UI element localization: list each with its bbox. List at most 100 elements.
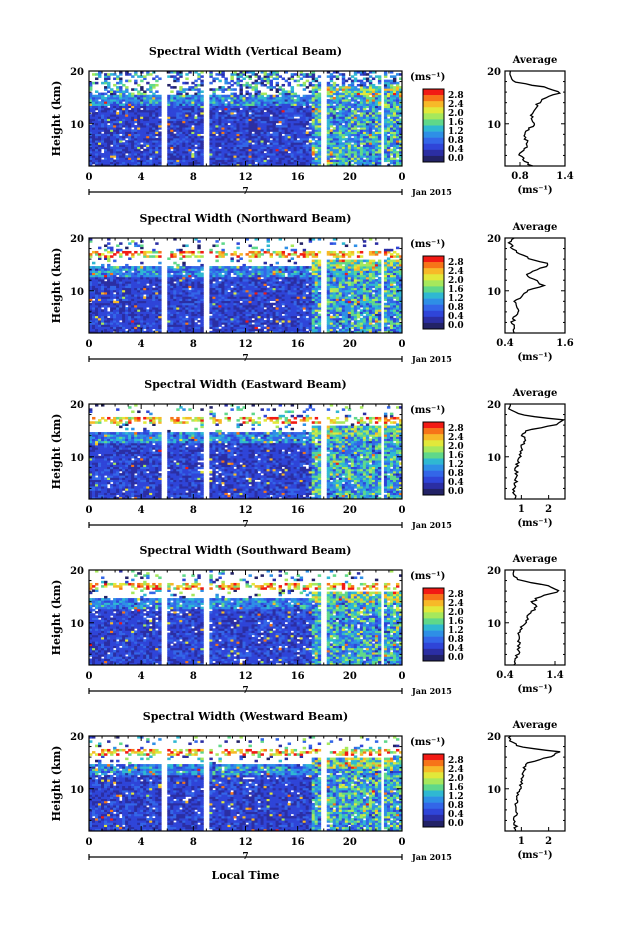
colorbar-tick: 1.6 (448, 118, 464, 128)
y-tick-label: 10 (70, 120, 84, 131)
x-tick-label: 12 (239, 505, 253, 516)
x-tick-label: 0 (86, 172, 93, 183)
colorbar: (ms⁻¹)2.82.42.01.61.20.80.40.0 (410, 737, 464, 829)
average-line (512, 570, 560, 666)
colorbar-swatch (423, 790, 444, 797)
colorbar-tick: 1.6 (448, 783, 464, 793)
colorbar-tick: 1.2 (448, 460, 464, 470)
x-tick-label: 12 (239, 837, 253, 848)
colorbar-swatch (423, 778, 444, 785)
average-profile: Average 20 10 0.8 1.4 (ms⁻¹) (487, 55, 574, 196)
colorbar-tick: 2.4 (448, 765, 464, 775)
average-profile: Average 20 10 1 2 (ms⁻¹) (487, 388, 566, 529)
colorbar-tick: 1.2 (448, 626, 464, 636)
colorbar-swatch (423, 796, 444, 803)
avg-x-tick: 1.4 (546, 670, 563, 681)
colorbar-tick: 0.8 (448, 635, 464, 645)
panel-title: Spectral Width (Northward Beam) (140, 212, 352, 225)
x-tick-label: 16 (291, 339, 305, 350)
colorbar-swatch (423, 648, 444, 656)
colorbar-swatch (423, 101, 444, 108)
colorbar-swatch (423, 137, 444, 145)
y-tick-label: 20 (70, 67, 84, 78)
colorbar-swatch (423, 766, 444, 773)
average-profile: Average 20 10 1 2 (ms⁻¹) (487, 720, 566, 861)
x-tick-label: 16 (291, 837, 305, 848)
avg-x-label: (ms⁻¹) (517, 850, 552, 861)
colorbar-tick: 2.0 (448, 442, 464, 452)
date-label: Jan 2015 (411, 520, 452, 530)
date-label: Jan 2015 (411, 187, 452, 197)
colorbar-tick: 2.4 (448, 100, 464, 110)
avg-x-tick: 1 (518, 836, 525, 847)
colorbar-swatch (423, 446, 444, 453)
avg-x-tick: 0.4 (496, 338, 513, 349)
colorbar-tick: 2.8 (448, 91, 464, 101)
colorbar-unit: (ms⁻¹) (410, 571, 445, 582)
colorbar-swatch (423, 814, 444, 822)
colorbar-swatch (423, 434, 444, 441)
average-title: Average (512, 388, 558, 399)
x-tick-label: 20 (343, 671, 357, 682)
colorbar-tick: 2.0 (448, 608, 464, 618)
x-tick-label: 12 (239, 339, 253, 350)
heatmap (89, 71, 402, 166)
avg-x-tick: 1.4 (556, 171, 573, 182)
colorbar-swatch (423, 322, 444, 330)
colorbar-tick: 1.6 (448, 617, 464, 627)
x-tick-label: 16 (291, 172, 305, 183)
panel-title: Spectral Width (Eastward Beam) (144, 378, 346, 391)
colorbar-swatch (423, 488, 444, 496)
colorbar-swatch (423, 630, 444, 637)
colorbar: (ms⁻¹)2.82.42.01.61.20.80.40.0 (410, 405, 464, 497)
colorbar: (ms⁻¹)2.82.42.01.61.20.80.40.0 (410, 571, 464, 663)
colorbar-tick: 0.8 (448, 303, 464, 313)
avg-x-tick: 1 (518, 504, 525, 515)
avg-x-tick: 1.6 (556, 338, 573, 349)
x-tick-label: 0 (399, 505, 406, 516)
colorbar-tick: 1.2 (448, 294, 464, 304)
colorbar-tick: 1.6 (448, 451, 464, 461)
y-axis-label: Height (km) (50, 414, 63, 490)
x-tick-label: 0 (86, 671, 93, 682)
y-axis-label: Height (km) (50, 81, 63, 157)
panel-title: Spectral Width (Westward Beam) (143, 710, 348, 723)
avg-x-label: (ms⁻¹) (517, 352, 552, 363)
colorbar-tick: 2.8 (448, 258, 464, 268)
average-title: Average (512, 55, 558, 66)
colorbar-swatch (423, 588, 444, 595)
colorbar-tick: 0.8 (448, 801, 464, 811)
average-line (507, 735, 561, 832)
colorbar-tick: 2.8 (448, 590, 464, 600)
colorbar-tick: 1.2 (448, 127, 464, 137)
colorbar-swatch (423, 464, 444, 471)
colorbar-unit: (ms⁻¹) (410, 405, 445, 416)
x-tick-label: 20 (343, 172, 357, 183)
avg-y-tick: 20 (487, 234, 501, 245)
y-tick-label: 20 (70, 566, 84, 577)
colorbar-tick: 0.4 (448, 478, 464, 488)
colorbar-swatch (423, 482, 444, 490)
avg-y-tick: 10 (487, 287, 501, 298)
colorbar-swatch (423, 149, 444, 157)
x-tick-label: 4 (138, 671, 145, 682)
colorbar-swatch (423, 636, 444, 644)
colorbar-tick: 2.4 (448, 599, 464, 609)
colorbar-unit: (ms⁻¹) (410, 239, 445, 250)
colorbar-swatch (423, 802, 444, 810)
colorbar-swatch (423, 428, 444, 435)
colorbar-swatch (423, 143, 444, 151)
x-tick-label: 0 (399, 339, 406, 350)
x-tick-label: 0 (86, 505, 93, 516)
average-line (507, 237, 549, 334)
colorbar-swatch (423, 268, 444, 275)
colorbar-tick: 2.4 (448, 267, 464, 277)
avg-x-tick: 2 (545, 836, 552, 847)
heatmap (89, 736, 402, 831)
x-tick-label: 12 (239, 172, 253, 183)
x-tick-label: 8 (190, 339, 197, 350)
colorbar-swatch (423, 654, 444, 662)
avg-y-tick: 20 (487, 400, 501, 411)
colorbar-swatch (423, 642, 444, 650)
average-line (509, 70, 562, 167)
